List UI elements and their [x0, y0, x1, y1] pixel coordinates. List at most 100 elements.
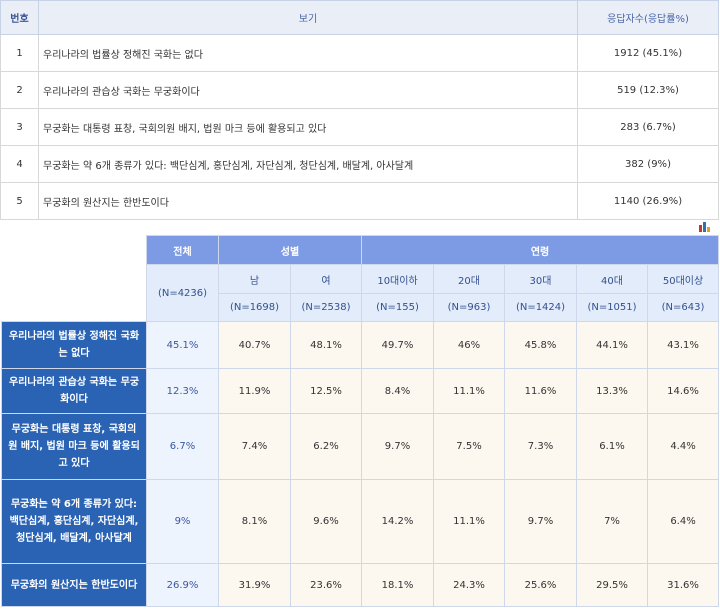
row-number: 2	[0, 71, 39, 109]
cell-value: 40.7%	[218, 321, 291, 369]
cell-value: 7.4%	[218, 413, 291, 480]
row-number: 5	[0, 182, 39, 220]
cell-value: 46%	[433, 321, 505, 369]
column-label: 50대이상	[646, 264, 720, 294]
cell-value: 9.7%	[361, 413, 434, 480]
cell-value: 14.2%	[361, 479, 434, 564]
response-count: 1140 (26.9%)	[577, 182, 719, 220]
cell-value: 6.4%	[646, 479, 720, 564]
cell-value: 9.7%	[504, 479, 577, 564]
response-count: 519 (12.3%)	[577, 71, 719, 109]
cell-value: 11.9%	[218, 368, 291, 414]
survey-header-row: 번호 보기 응답자수(응답률%)	[0, 0, 719, 35]
cell-value: 4.4%	[646, 413, 720, 480]
cell-value: 45.8%	[504, 321, 577, 369]
row-number: 4	[0, 145, 39, 183]
cell-value: 6.2%	[290, 413, 362, 480]
column-n: (N=2538)	[290, 293, 362, 322]
column-n: (N=1698)	[218, 293, 291, 322]
cell-value: 7.5%	[433, 413, 505, 480]
bar-chart-icon-bar	[703, 222, 706, 232]
crosstab-row: 무궁화는 대통령 표창, 국회의원 배지, 법원 마크 등에 활용되고 있다 6.…	[1, 413, 720, 480]
crosstab-corner	[1, 235, 147, 322]
cell-value: 18.1%	[361, 563, 434, 607]
crosstab-group-row: 전체 성별 연령	[1, 235, 720, 322]
column-label: 10대이하	[361, 264, 434, 294]
row-label: 무궁화는 대통령 표창, 국회의원 배지, 법원 마크 등에 활용되고 있다	[1, 413, 147, 480]
header-responses: 응답자수(응답률%)	[577, 0, 719, 35]
survey-row: 5 무궁화의 원산지는 한반도이다 1140 (26.9%)	[0, 182, 719, 220]
column-label: 남	[218, 264, 291, 294]
response-count: 382 (9%)	[577, 145, 719, 183]
crosstab-row: 우리나라의 관습상 국화는 무궁화이다 12.3% 11.9% 12.5% 8.4% 11…	[1, 368, 720, 414]
cell-value: 8.4%	[361, 368, 434, 414]
cell-value: 24.3%	[433, 563, 505, 607]
bar-chart-icon-bar	[699, 225, 702, 232]
group-total: 전체	[146, 235, 219, 265]
total-value: 26.9%	[146, 563, 219, 607]
header-number: 번호	[0, 0, 39, 35]
cell-value: 31.9%	[218, 563, 291, 607]
crosstab-table: 전체 성별 연령 (N=4236) 남 여 10대이하 20대 30대 40대 50대이상 …	[1, 235, 720, 607]
total-value: 12.3%	[146, 368, 219, 414]
option-text: 무궁화의 원산지는 한반도이다	[38, 182, 578, 220]
survey-row: 3 무궁화는 대통령 표창, 국회의원 배지, 법원 마크 등에 활용되고 있다 2…	[0, 108, 719, 146]
column-label: 30대	[504, 264, 577, 294]
survey-row: 2 우리나라의 관습상 국화는 무궁화이다 519 (12.3%)	[0, 71, 719, 109]
cell-value: 11.6%	[504, 368, 577, 414]
column-label: 여	[290, 264, 362, 294]
column-n: (N=643)	[646, 293, 720, 322]
column-label: 40대	[576, 264, 648, 294]
bar-chart-icon-bar	[707, 227, 710, 232]
response-count: 283 (6.7%)	[577, 108, 719, 146]
cell-value: 23.6%	[290, 563, 362, 607]
total-value: 45.1%	[146, 321, 219, 369]
cell-value: 9.6%	[290, 479, 362, 564]
cell-value: 8.1%	[218, 479, 291, 564]
group-gender: 성별	[218, 235, 362, 265]
column-n: (N=1051)	[576, 293, 648, 322]
cell-value: 7%	[576, 479, 648, 564]
crosstab-label-row: (N=4236) 남 여 10대이하 20대 30대 40대 50대이상	[2, 264, 720, 322]
survey-row: 1 우리나라의 법률상 정해진 국화는 없다 1912 (45.1%)	[0, 34, 719, 72]
cell-value: 12.5%	[290, 368, 362, 414]
row-label: 무궁화는 약 6개 종류가 있다: 백단심계, 홍단심계, 자단심계, 청단심계…	[1, 479, 147, 564]
row-label: 우리나라의 법률상 정해진 국화는 없다	[1, 321, 147, 369]
cell-value: 43.1%	[646, 321, 720, 369]
crosstab-row: 무궁화는 약 6개 종류가 있다: 백단심계, 홍단심계, 자단심계, 청단심계…	[1, 479, 720, 564]
group-age: 연령	[360, 235, 720, 265]
cell-value: 25.6%	[504, 563, 577, 607]
cell-value: 49.7%	[361, 321, 434, 369]
crosstab-n-row: (N=1698) (N=2538) (N=155) (N=963) (N=1424) (N…	[2, 293, 720, 322]
column-n: (N=155)	[361, 293, 434, 322]
response-count: 1912 (45.1%)	[577, 34, 719, 72]
crosstab-row: 우리나라의 법률상 정해진 국화는 없다 45.1% 40.7% 48.1% 49.7%…	[1, 321, 720, 369]
total-value: 9%	[146, 479, 219, 564]
cell-value: 7.3%	[504, 413, 577, 480]
bar-chart-icon[interactable]	[698, 221, 712, 232]
row-number: 3	[0, 108, 39, 146]
survey-row: 4 무궁화는 약 6개 종류가 있다: 백단심계, 홍단심계, 자단심계, 청단심…	[0, 145, 719, 183]
cell-value: 6.1%	[576, 413, 648, 480]
option-text: 무궁화는 대통령 표창, 국회의원 배지, 법원 마크 등에 활용되고 있다	[38, 108, 578, 146]
cell-value: 14.6%	[646, 368, 720, 414]
column-label: 20대	[433, 264, 505, 294]
cell-value: 13.3%	[576, 368, 648, 414]
cell-value: 44.1%	[576, 321, 648, 369]
row-number: 1	[0, 34, 39, 72]
row-label: 무궁화의 원산지는 한반도이다	[1, 563, 147, 607]
header-option: 보기	[38, 0, 578, 35]
cell-value: 48.1%	[290, 321, 362, 369]
total-n: (N=4236)	[146, 264, 219, 322]
column-n: (N=1424)	[504, 293, 577, 322]
total-value: 6.7%	[146, 413, 219, 480]
cell-value: 29.5%	[576, 563, 648, 607]
cell-value: 11.1%	[433, 479, 505, 564]
cell-value: 11.1%	[433, 368, 505, 414]
option-text: 우리나라의 법률상 정해진 국화는 없다	[38, 34, 578, 72]
option-text: 우리나라의 관습상 국화는 무궁화이다	[38, 71, 578, 109]
row-label: 우리나라의 관습상 국화는 무궁화이다	[1, 368, 147, 414]
option-text: 무궁화는 약 6개 종류가 있다: 백단심계, 홍단심계, 자단심계, 청단심계…	[38, 145, 578, 183]
survey-options-table: 번호 보기 응답자수(응답률%) 1 우리나라의 법률상 정해진 국화는 없다 19…	[0, 0, 719, 220]
crosstab-row: 무궁화의 원산지는 한반도이다 26.9% 31.9% 23.6% 18.1% 24.3%…	[1, 563, 720, 607]
